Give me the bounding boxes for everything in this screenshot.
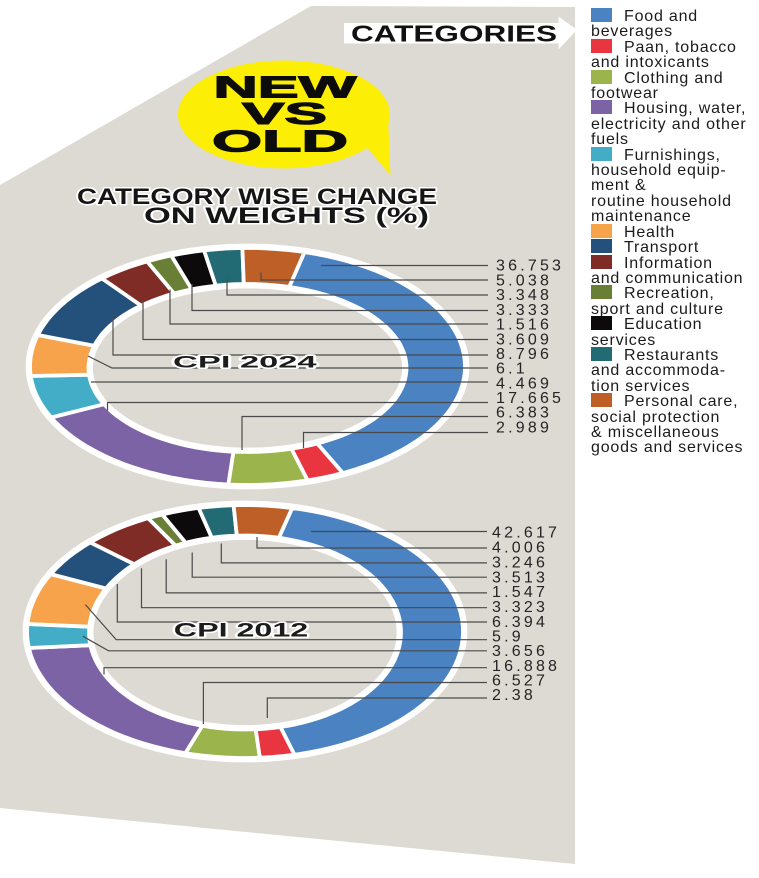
svg-text:5.038: 5.038	[496, 273, 552, 290]
svg-text:ON WEIGHTS (%): ON WEIGHTS (%)	[144, 203, 429, 228]
svg-text:5.9: 5.9	[492, 628, 524, 645]
svg-text:4.469: 4.469	[496, 375, 552, 392]
svg-text:2.38: 2.38	[492, 687, 536, 704]
svg-text:4.006: 4.006	[492, 540, 548, 557]
svg-text:1.516: 1.516	[496, 317, 552, 334]
svg-text:CPI 2012: CPI 2012	[174, 621, 308, 642]
svg-text:1.547: 1.547	[492, 584, 548, 601]
svg-text:3.513: 3.513	[492, 570, 548, 587]
svg-text:CPI 2024: CPI 2024	[173, 353, 318, 372]
svg-text:3.609: 3.609	[496, 331, 552, 348]
svg-text:36.753: 36.753	[496, 258, 564, 275]
svg-text:6.1: 6.1	[496, 361, 528, 378]
svg-text:3.656: 3.656	[492, 643, 548, 660]
svg-text:3.246: 3.246	[492, 555, 548, 572]
svg-text:6.394: 6.394	[492, 614, 548, 631]
svg-text:16.888: 16.888	[492, 658, 560, 675]
svg-text:3.348: 3.348	[496, 287, 552, 304]
svg-text:8.796: 8.796	[496, 346, 552, 363]
svg-text:CATEGORIES: CATEGORIES	[351, 21, 557, 47]
svg-text:OLD: OLD	[212, 123, 348, 158]
svg-text:CATEGORY WISE CHANGE: CATEGORY WISE CHANGE	[77, 184, 437, 209]
svg-text:3.333: 3.333	[496, 302, 552, 319]
svg-text:42.617: 42.617	[492, 525, 560, 542]
svg-text:NEW: NEW	[214, 70, 358, 105]
svg-text:17.665: 17.665	[496, 390, 564, 407]
svg-text:6.527: 6.527	[492, 673, 548, 690]
svg-text:VS: VS	[242, 96, 327, 131]
svg-text:3.323: 3.323	[492, 599, 548, 616]
svg-text:2.989: 2.989	[496, 419, 552, 436]
svg-text:6.383: 6.383	[496, 405, 552, 422]
